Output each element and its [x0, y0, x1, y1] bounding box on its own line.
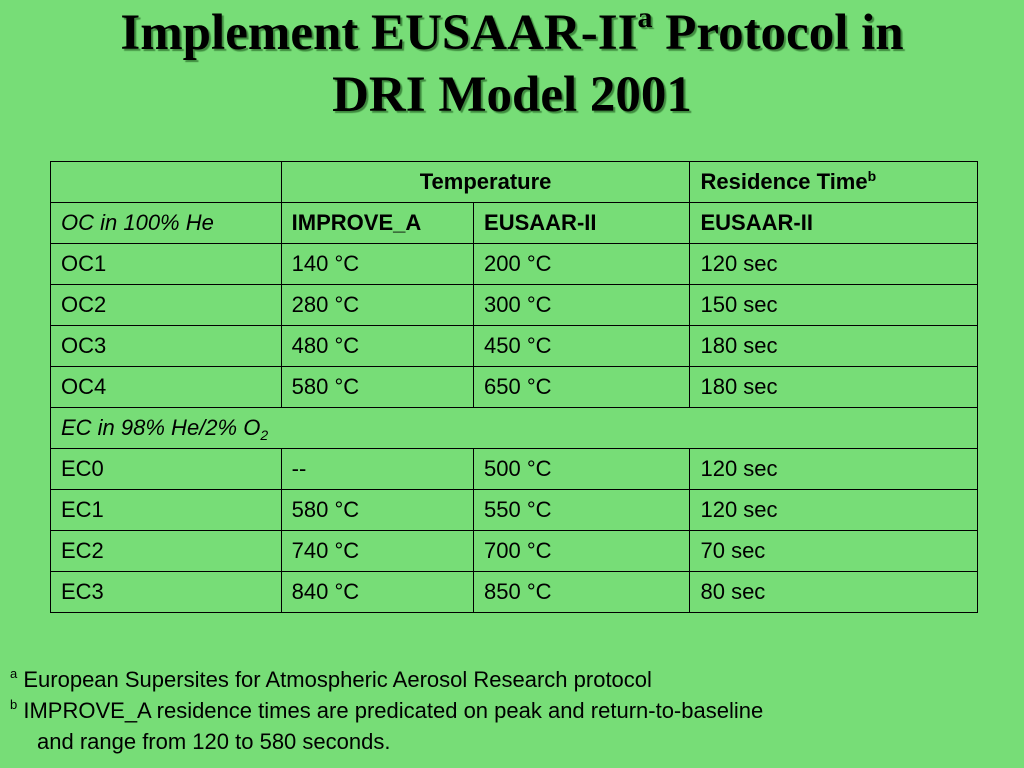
eusaar-ii-cell: 700 °C: [473, 530, 691, 572]
footnote-b-continuation: and range from 120 to 580 seconds.: [37, 729, 391, 754]
improve-a-header: IMPROVE_A: [280, 202, 475, 244]
eusaar-ii-cell: 300 °C: [473, 284, 691, 326]
residence-time-cell: 80 sec: [689, 571, 978, 613]
table-row: OC3 480 °C 450 °C 180 sec: [50, 325, 978, 367]
eusaar-time-header: EUSAAR-II: [689, 202, 978, 244]
footnote-b: b IMPROVE_A residence times are predicat…: [10, 695, 1014, 726]
table-row: EC3 840 °C 850 °C 80 sec: [50, 571, 978, 613]
improve-a-cell: 280 °C: [280, 284, 475, 326]
subheader-row: OC in 100% He IMPROVE_A EUSAAR-II EUSAAR…: [50, 202, 978, 244]
improve-a-cell: 580 °C: [280, 366, 475, 408]
title-footnote-mark: a: [637, 1, 653, 34]
residence-time-header: Residence Timeb: [689, 161, 978, 203]
improve-a-cell: 140 °C: [280, 243, 475, 285]
step-cell: OC2: [50, 284, 282, 326]
eusaar-ii-cell: 850 °C: [473, 571, 691, 613]
empty-header-cell: [50, 161, 282, 203]
step-cell: EC0: [50, 448, 282, 490]
improve-a-cell: 840 °C: [280, 571, 475, 613]
residence-time-cell: 120 sec: [689, 489, 978, 531]
title-line-1: Implement EUSAAR-IIa Protocol in: [120, 1, 904, 62]
protocol-table: Temperature Residence Timeb OC in 100% H…: [50, 161, 978, 613]
ec-section-label: EC in 98% He/2% O2: [50, 407, 978, 449]
improve-a-cell: 740 °C: [280, 530, 475, 572]
table-row: OC4 580 °C 650 °C 180 sec: [50, 366, 978, 408]
temperature-header: Temperature: [280, 161, 691, 203]
footnote-b-mark: b: [10, 697, 18, 712]
table-row: OC1 140 °C 200 °C 120 sec: [50, 243, 978, 285]
step-cell: EC3: [50, 571, 282, 613]
eusaar-ii-cell: 450 °C: [473, 325, 691, 367]
eusaar-ii-cell: 500 °C: [473, 448, 691, 490]
footnote-a-text: European Supersites for Atmospheric Aero…: [23, 667, 652, 692]
residence-time-cell: 120 sec: [689, 448, 978, 490]
ec-section-row: EC in 98% He/2% O2: [50, 407, 978, 449]
footnote-a: a European Supersites for Atmospheric Ae…: [10, 664, 1014, 695]
step-cell: OC1: [50, 243, 282, 285]
step-cell: OC4: [50, 366, 282, 408]
eusaar-ii-cell: 200 °C: [473, 243, 691, 285]
footnotes: a European Supersites for Atmospheric Ae…: [10, 664, 1014, 757]
residence-footnote-mark: b: [867, 168, 877, 184]
protocol-table-body: Temperature Residence Timeb OC in 100% H…: [50, 161, 978, 613]
oxygen-subscript: 2: [260, 427, 269, 443]
footnote-a-mark: a: [10, 666, 18, 681]
header-row: Temperature Residence Timeb: [50, 161, 978, 203]
oc-section-label: OC in 100% He: [50, 202, 282, 244]
improve-a-cell: --: [280, 448, 475, 490]
eusaar-temp-header: EUSAAR-II: [473, 202, 691, 244]
title-line-2: DRI Model 2001: [332, 67, 692, 123]
slide-title: Implement EUSAAR-IIa Protocol in DRI Mod…: [0, 2, 1024, 126]
table-row: OC2 280 °C 300 °C 150 sec: [50, 284, 978, 326]
residence-time-cell: 180 sec: [689, 366, 978, 408]
improve-a-cell: 480 °C: [280, 325, 475, 367]
table-row: EC1 580 °C 550 °C 120 sec: [50, 489, 978, 531]
table-row: EC0 -- 500 °C 120 sec: [50, 448, 978, 490]
improve-a-cell: 580 °C: [280, 489, 475, 531]
eusaar-ii-cell: 650 °C: [473, 366, 691, 408]
eusaar-ii-cell: 550 °C: [473, 489, 691, 531]
residence-time-cell: 150 sec: [689, 284, 978, 326]
footnote-b-text: IMPROVE_A residence times are predicated…: [23, 698, 764, 723]
step-cell: EC1: [50, 489, 282, 531]
residence-time-cell: 70 sec: [689, 530, 978, 572]
step-cell: EC2: [50, 530, 282, 572]
residence-time-cell: 120 sec: [689, 243, 978, 285]
residence-time-cell: 180 sec: [689, 325, 978, 367]
step-cell: OC3: [50, 325, 282, 367]
table-row: EC2 740 °C 700 °C 70 sec: [50, 530, 978, 572]
